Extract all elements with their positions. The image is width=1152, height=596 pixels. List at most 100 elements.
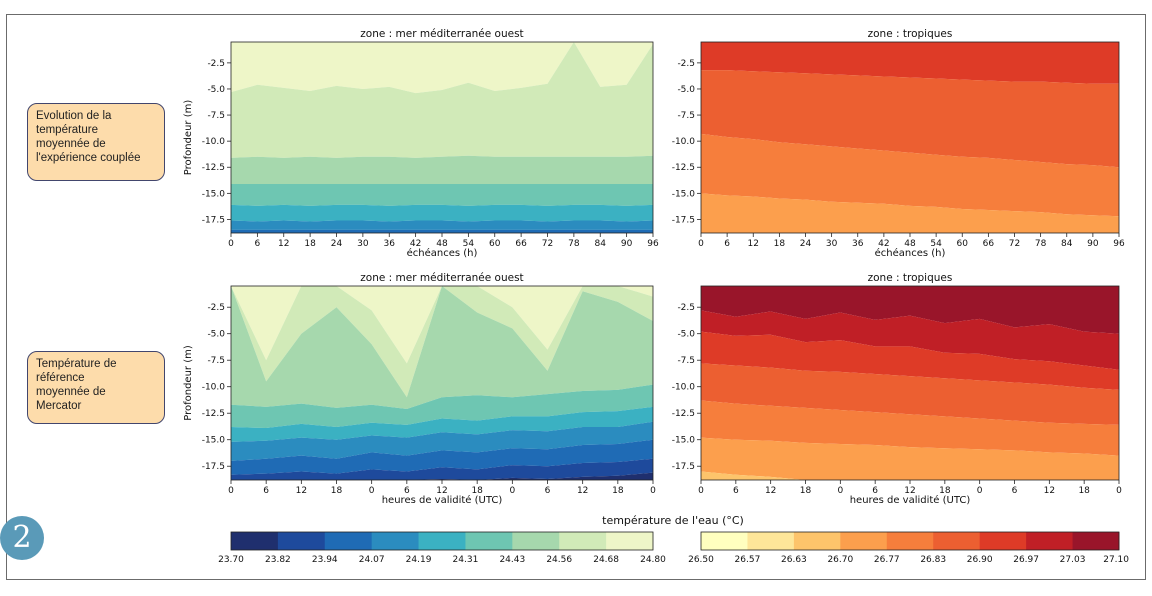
colorbar-warm: 26.50 26.57 26.63 26.70 26.77 26.83 26.90 26.97… xyxy=(688,531,1129,565)
y-tick-label: -17.5 xyxy=(672,462,695,472)
contour-band xyxy=(701,310,1119,370)
contour-panel-1: zone : mer méditerranée ouest 0 6 12 18 24 30 3… xyxy=(183,28,659,259)
x-tick-label: 66 xyxy=(983,239,995,249)
contour-band xyxy=(231,42,653,158)
colorbar-swatch xyxy=(512,532,560,550)
x-axis-label: échéances (h) xyxy=(875,247,946,259)
contour-band xyxy=(231,220,653,230)
x-tick-label: 54 xyxy=(930,239,942,249)
y-tick-label: -5.0 xyxy=(207,85,225,95)
contour-band xyxy=(231,406,653,442)
contour-band xyxy=(701,193,1119,233)
colorbar-tick-label: 26.70 xyxy=(827,555,853,565)
colorbar-swatch xyxy=(606,532,654,550)
colorbar-tick-label: 27.03 xyxy=(1060,555,1086,565)
colorbar-tick-label: 26.50 xyxy=(688,555,714,565)
x-tick-label: 30 xyxy=(357,239,369,249)
contour-band xyxy=(701,133,1119,217)
x-tick-label: 6 xyxy=(724,239,730,249)
y-tick-label: -5.0 xyxy=(677,85,695,95)
y-axis-label: Profondeur (m) xyxy=(183,345,194,421)
y-tick-label: -15.0 xyxy=(202,436,226,446)
contour-band xyxy=(701,70,1119,168)
x-tick-label: 12 xyxy=(1044,486,1055,496)
row-label-mercator: Température de référence moyennée de Mer… xyxy=(27,351,165,424)
y-tick-label: -5.0 xyxy=(207,330,225,340)
colorbar-tick-label: 26.63 xyxy=(781,555,807,565)
contour-panel-3: zone : mer méditerranée ouest 0 6 12 18 0 6 12 1… xyxy=(183,272,656,506)
x-tick-label: 0 xyxy=(509,486,515,496)
x-tick-label: 42 xyxy=(410,239,421,249)
y-tick-label: -10.0 xyxy=(672,383,696,393)
contour-band xyxy=(701,471,1119,480)
y-tick-label: -7.5 xyxy=(677,356,695,366)
x-tick-label: 6 xyxy=(545,486,551,496)
x-tick-label: 0 xyxy=(1116,486,1122,496)
y-tick-label: -12.5 xyxy=(672,163,695,173)
panel-title: zone : mer méditerranée ouest xyxy=(360,28,523,40)
x-tick-label: 18 xyxy=(774,239,786,249)
colorbar-tick-label: 23.94 xyxy=(312,555,338,565)
colorbar-tick-label: 24.31 xyxy=(453,555,479,565)
x-tick-label: 18 xyxy=(612,486,624,496)
contour-band xyxy=(231,472,653,480)
x-tick-label: 24 xyxy=(800,239,812,249)
x-tick-label: 6 xyxy=(1012,486,1018,496)
colorbar-swatch xyxy=(1072,532,1120,550)
x-tick-label: 0 xyxy=(698,239,704,249)
contour-band xyxy=(231,439,653,475)
x-tick-label: 72 xyxy=(1009,239,1020,249)
y-tick-label: -15.0 xyxy=(672,436,696,446)
contour-band xyxy=(701,331,1119,390)
x-tick-label: 6 xyxy=(255,239,261,249)
x-tick-label: 18 xyxy=(471,486,483,496)
x-tick-label: 66 xyxy=(515,239,527,249)
colorbar-swatch xyxy=(559,532,607,550)
x-tick-label: 12 xyxy=(904,486,915,496)
figure-number-badge: 2 xyxy=(0,516,44,560)
colorbar-tick-label: 23.70 xyxy=(218,555,244,565)
contour-band xyxy=(231,286,653,364)
y-tick-label: -2.5 xyxy=(677,59,695,69)
contour-band xyxy=(231,286,653,398)
figure-frame xyxy=(6,14,1146,580)
x-axis-label: heures de validité (UTC) xyxy=(382,494,503,506)
colorbar-tick-label: 26.97 xyxy=(1013,555,1039,565)
y-tick-label: -2.5 xyxy=(207,303,225,313)
panel-title: zone : tropiques xyxy=(868,28,953,40)
colorbar-tick-label: 24.43 xyxy=(499,555,525,565)
colorbar-swatch xyxy=(840,532,888,550)
colorbar-tick-label: 24.56 xyxy=(546,555,572,565)
y-tick-label: -17.5 xyxy=(202,462,225,472)
x-tick-label: 12 xyxy=(436,486,447,496)
contour-band xyxy=(231,183,653,206)
colorbar-tick-label: 26.90 xyxy=(967,555,993,565)
y-tick-label: -12.5 xyxy=(202,409,225,419)
x-tick-label: 96 xyxy=(647,239,659,249)
colorbar-swatch xyxy=(1026,532,1073,550)
colorbar-frame xyxy=(230,531,654,551)
y-tick-label: -2.5 xyxy=(677,303,695,313)
colorbar-tick-label: 26.77 xyxy=(874,555,900,565)
x-tick-label: 78 xyxy=(568,239,580,249)
x-tick-label: 42 xyxy=(878,239,889,249)
contour-band xyxy=(231,458,653,480)
y-tick-label: -2.5 xyxy=(207,59,225,69)
x-tick-label: 84 xyxy=(595,239,607,249)
x-tick-label: 60 xyxy=(489,239,501,249)
x-tick-label: 18 xyxy=(331,486,343,496)
x-axis-label: échéances (h) xyxy=(407,247,478,259)
panel-title: zone : mer méditerranée ouest xyxy=(360,272,523,284)
x-tick-label: 72 xyxy=(542,239,553,249)
colorbar-swatch xyxy=(701,532,748,550)
y-tick-label: -17.5 xyxy=(202,215,225,225)
x-tick-label: 12 xyxy=(296,486,307,496)
x-tick-label: 90 xyxy=(1087,239,1099,249)
x-tick-label: 0 xyxy=(228,486,234,496)
colorbar-swatch xyxy=(747,532,795,550)
contour-band xyxy=(231,229,653,233)
y-tick-label: -12.5 xyxy=(202,163,225,173)
x-tick-label: 60 xyxy=(957,239,969,249)
x-tick-label: 12 xyxy=(278,239,289,249)
x-tick-label: 30 xyxy=(826,239,838,249)
